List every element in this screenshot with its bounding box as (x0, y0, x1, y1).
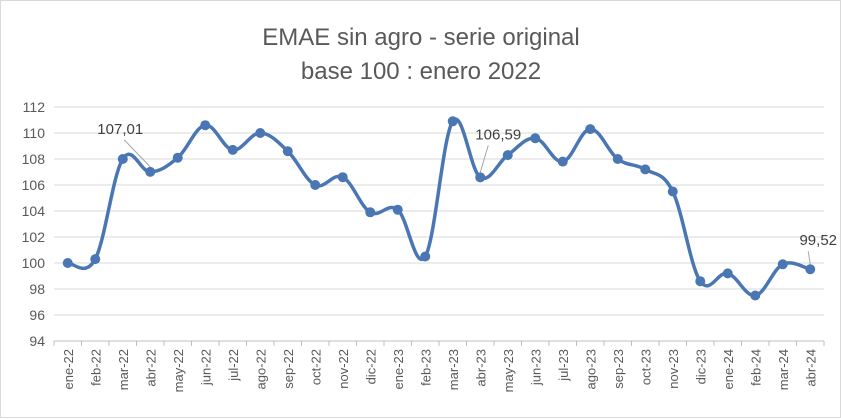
y-tick-label: 112 (23, 99, 46, 115)
chart-title-line-2: base 100 : enero 2022 (301, 58, 541, 85)
data-label: 107,01 (97, 121, 143, 138)
data-point (585, 124, 596, 135)
data-point (172, 152, 183, 163)
data-point (90, 254, 101, 265)
series-line (66, 117, 812, 298)
y-tick-label: 106 (22, 177, 46, 193)
x-tick-label: mar-22 (116, 349, 131, 390)
x-tick-label: jun-23 (528, 349, 543, 386)
x-tick-label: jul-22 (226, 349, 241, 382)
data-point (62, 258, 73, 268)
data-label-leader (479, 145, 489, 173)
data-point (255, 128, 266, 138)
data-point (667, 186, 678, 197)
data-point (420, 251, 431, 262)
data-point (365, 207, 376, 218)
series-line-group (66, 117, 812, 298)
x-tick-label: oct-22 (308, 349, 323, 385)
x-tick-label: may-23 (501, 349, 516, 392)
data-point (695, 276, 706, 287)
x-tick-label: ene-22 (61, 349, 76, 389)
x-tick-label: oct-23 (638, 349, 653, 385)
data-point (530, 133, 541, 144)
data-point (282, 146, 293, 157)
data-point (227, 144, 238, 155)
x-tick-label: mar-24 (776, 349, 791, 390)
x-tick-label: ene-23 (391, 349, 406, 389)
data-point (447, 116, 458, 127)
data-point (117, 154, 128, 164)
x-tick-label: nov-22 (336, 349, 351, 389)
data-point (640, 164, 651, 175)
x-tick-label: abr-22 (143, 349, 158, 387)
x-tick-label: may-22 (171, 349, 186, 392)
x-tick-label: nov-23 (666, 349, 681, 389)
chart-title-line-1: EMAE sin agro - serie original (262, 24, 579, 51)
x-tick-label: sep-23 (611, 349, 626, 389)
y-tick-label: 108 (22, 151, 46, 167)
data-point (337, 172, 348, 183)
data-point (750, 290, 761, 301)
data-point (502, 150, 513, 161)
data-label-leader (123, 139, 151, 168)
x-tick-label: ene-24 (721, 349, 736, 389)
data-point (475, 172, 486, 183)
data-point (557, 156, 568, 167)
y-tick-label: 94 (29, 333, 45, 349)
data-point (722, 268, 733, 279)
x-tick-label: jun-22 (198, 349, 213, 386)
data-point (310, 180, 321, 190)
y-tick-label: 96 (29, 307, 45, 323)
x-tick-label: ago-22 (253, 349, 268, 389)
data-label: 99,52 (799, 232, 837, 249)
y-tick-label: 102 (22, 229, 46, 245)
x-tick-label: jul-23 (556, 349, 571, 382)
data-point (777, 259, 788, 270)
x-tick-label: feb-24 (748, 349, 763, 386)
x-tick-label: dic-22 (363, 349, 378, 384)
series-points (62, 116, 816, 301)
x-tick-label: ago-23 (583, 349, 598, 389)
y-tick-label: 98 (29, 281, 45, 297)
data-point (200, 120, 211, 131)
data-point (145, 166, 156, 177)
data-labels: 107,01 106,59 99,52 (97, 121, 837, 265)
x-tick-label: mar-23 (446, 349, 461, 390)
x-axis-ticks: ene-22 feb-22 mar-22 abr-22 may-22 jun-22 jul-… (53, 341, 825, 392)
x-tick-label: feb-23 (418, 349, 433, 386)
data-point (805, 264, 816, 275)
gridlines (54, 106, 824, 342)
data-point (392, 204, 403, 215)
data-point (612, 154, 623, 164)
y-tick-label: 100 (22, 255, 46, 271)
x-tick-label: feb-22 (88, 349, 103, 386)
y-axis-ticks: 94 96 98 100 102 104 106 108 110 112 (22, 99, 46, 349)
x-tick-label: abr-23 (473, 349, 488, 387)
data-label-leader (807, 251, 811, 265)
x-tick-label: abr-24 (803, 349, 818, 387)
x-tick-label: dic-23 (693, 349, 708, 384)
x-tick-label: sep-22 (281, 349, 296, 389)
data-label: 106,59 (475, 126, 521, 143)
y-tick-label: 104 (22, 203, 46, 219)
y-tick-label: 110 (23, 125, 46, 141)
